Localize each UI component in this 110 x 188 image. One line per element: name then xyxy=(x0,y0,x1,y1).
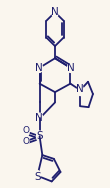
Text: N: N xyxy=(51,7,59,17)
Circle shape xyxy=(52,7,58,17)
Text: N: N xyxy=(67,63,75,73)
Text: N: N xyxy=(35,63,43,73)
Text: S: S xyxy=(34,172,41,182)
Circle shape xyxy=(68,63,73,72)
Text: N: N xyxy=(76,84,84,94)
Circle shape xyxy=(37,113,43,124)
Circle shape xyxy=(37,131,43,142)
Circle shape xyxy=(24,136,29,146)
Circle shape xyxy=(34,171,40,181)
Circle shape xyxy=(24,127,29,136)
Text: N: N xyxy=(35,113,43,124)
Text: S: S xyxy=(37,131,43,141)
Text: O: O xyxy=(23,137,30,146)
Text: O: O xyxy=(23,126,30,135)
Circle shape xyxy=(77,85,83,96)
Circle shape xyxy=(37,63,42,72)
